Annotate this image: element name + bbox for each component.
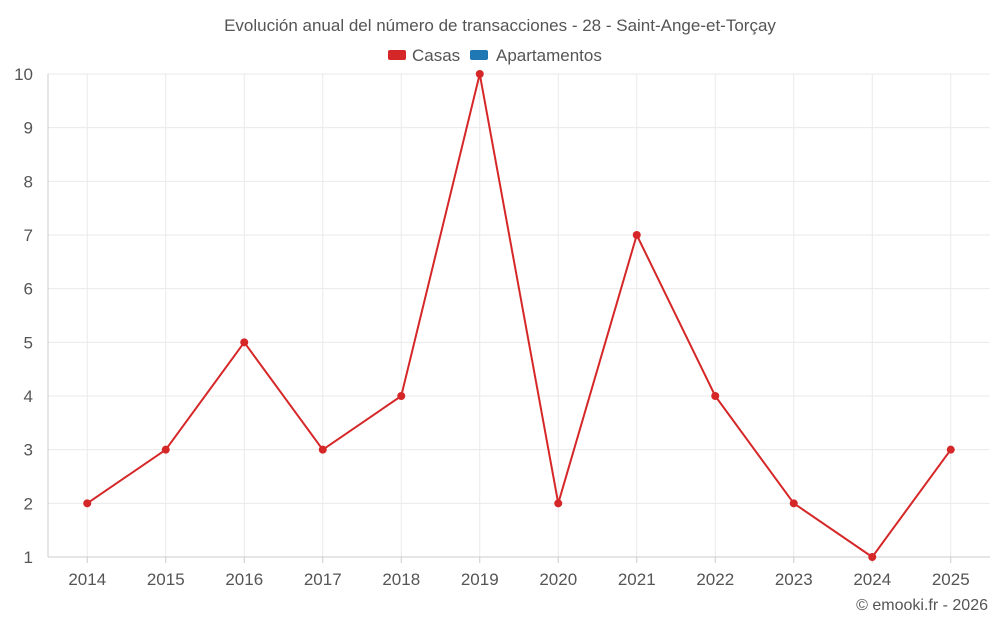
- y-tick-label: 1: [24, 548, 33, 567]
- series-layer: [83, 70, 955, 561]
- legend-item-casas[interactable]: Casas: [388, 46, 460, 65]
- y-tick-label: 10: [14, 65, 33, 84]
- y-tick-label: 5: [24, 333, 33, 352]
- y-tick-label: 7: [24, 226, 33, 245]
- legend-swatch-apartamentos: [470, 50, 488, 60]
- x-tick-label: 2025: [932, 570, 970, 589]
- data-point[interactable]: [161, 445, 170, 454]
- data-point[interactable]: [475, 70, 484, 78]
- data-point[interactable]: [397, 392, 406, 400]
- x-tick-label: 2017: [304, 570, 342, 589]
- data-point[interactable]: [789, 499, 798, 508]
- data-point[interactable]: [632, 231, 641, 239]
- data-point[interactable]: [83, 499, 92, 508]
- x-tick-label: 2021: [618, 570, 656, 589]
- x-tick-label: 2023: [775, 570, 813, 589]
- legend-swatch-casas: [388, 50, 406, 60]
- data-point[interactable]: [318, 445, 327, 454]
- data-point[interactable]: [554, 499, 563, 508]
- series-line-casas: [86, 73, 952, 558]
- data-point[interactable]: [240, 338, 249, 347]
- data-point[interactable]: [711, 392, 720, 400]
- axes: 1 2 3 4 5 6 7 8 9 10 2014 2015 2016 2017 2018 2019 2020 2…: [14, 65, 990, 589]
- x-tick-label: 2016: [225, 570, 263, 589]
- y-tick-label: 8: [24, 172, 33, 191]
- x-tick-label: 2019: [461, 570, 499, 589]
- data-point[interactable]: [868, 553, 877, 561]
- chart-title: Evolución anual del número de transaccio…: [224, 16, 776, 35]
- y-tick-label: 3: [24, 441, 33, 460]
- y-tick-label: 9: [24, 119, 33, 138]
- data-point[interactable]: [946, 445, 955, 454]
- y-tick-label: 4: [24, 387, 33, 406]
- x-tick-label: 2015: [147, 570, 185, 589]
- x-tick-label: 2020: [539, 570, 577, 589]
- y-tick-label: 2: [24, 494, 33, 513]
- legend-label-casas: Casas: [412, 46, 460, 65]
- x-tick-label: 2018: [382, 570, 420, 589]
- legend: Casas Apartamentos: [388, 46, 602, 65]
- grid: [48, 73, 990, 558]
- legend-label-apartamentos: Apartamentos: [496, 46, 602, 65]
- x-tick-label: 2024: [853, 570, 891, 589]
- x-tick-label: 2022: [696, 570, 734, 589]
- credit-text: © emooki.fr - 2026: [856, 597, 988, 614]
- legend-item-apartamentos[interactable]: Apartamentos: [470, 46, 602, 65]
- y-tick-label: 6: [24, 280, 33, 299]
- x-tick-label: 2014: [68, 570, 106, 589]
